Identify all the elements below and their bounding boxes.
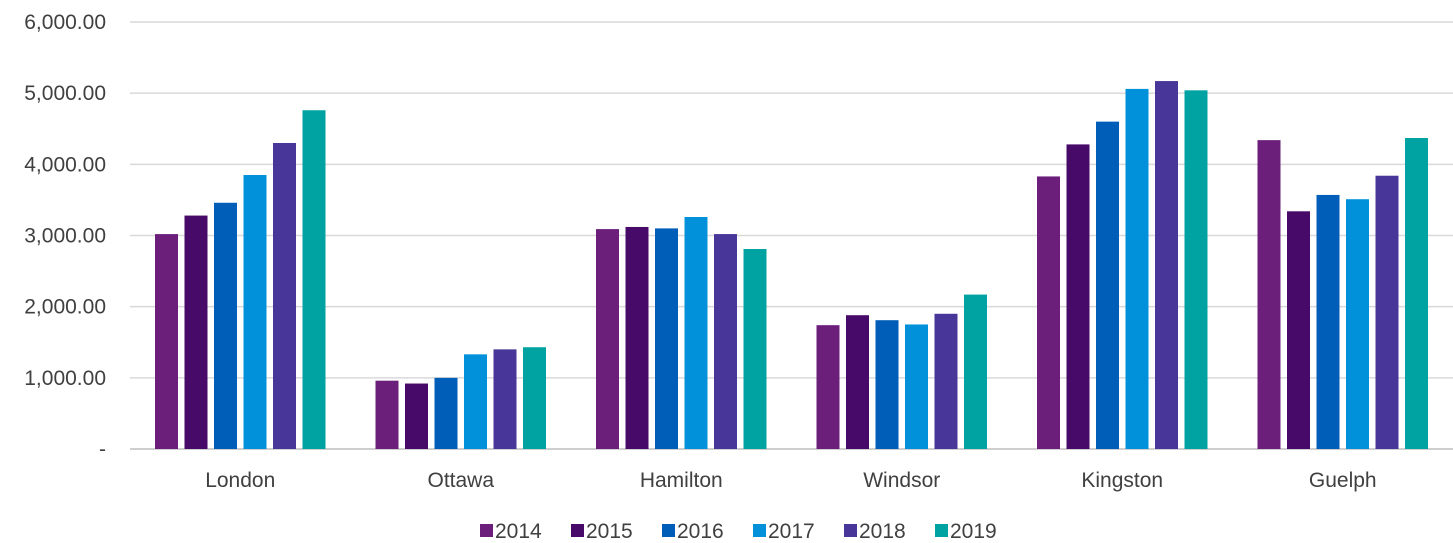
x-category-label: Windsor <box>863 469 940 492</box>
bar-hamilton-2018 <box>714 234 737 449</box>
legend-swatch <box>753 524 766 537</box>
y-tick-label: 4,000.00 <box>24 153 106 176</box>
legend-label: 2018 <box>859 520 906 543</box>
x-axis-category-labels: London Ottawa Hamilton Windsor Kingston Guelp… <box>205 469 1376 492</box>
y-tick-label: 5,000.00 <box>24 82 106 105</box>
legend-swatch <box>662 524 675 537</box>
legend-label: 2016 <box>677 520 724 543</box>
legend-swatch <box>571 524 584 537</box>
bar-london-2017 <box>243 175 267 449</box>
bar-windsor-2014 <box>816 325 840 449</box>
bar-windsor-2015 <box>846 315 869 449</box>
bar-ottawa-2014 <box>375 380 399 449</box>
bar-london-2019 <box>302 110 326 449</box>
bar-ottawa-2019 <box>523 347 546 449</box>
bar-hamilton-2015 <box>625 226 649 449</box>
bar-ottawa-2017 <box>464 354 487 449</box>
y-tick-label: 2,000.00 <box>24 296 106 319</box>
y-tick-label: 3,000.00 <box>24 225 106 248</box>
legend-swatch <box>844 524 857 537</box>
bar-hamilton-2017 <box>684 216 708 449</box>
bar-kingston-2015 <box>1066 144 1090 449</box>
bar-kingston-2018 <box>1155 81 1178 450</box>
x-category-label: Kingston <box>1081 469 1163 492</box>
y-tick-label: - <box>99 438 106 461</box>
legend-label: 2014 <box>495 520 542 543</box>
bar-guelph-2019 <box>1405 138 1428 450</box>
y-tick-label: 6,000.00 <box>24 11 106 34</box>
bar-hamilton-2014 <box>596 229 619 449</box>
bar-ottawa-2015 <box>405 383 428 449</box>
bar-kingston-2017 <box>1125 88 1149 449</box>
x-category-label: Guelph <box>1309 469 1377 492</box>
bar-windsor-2016 <box>875 320 899 449</box>
bar-guelph-2018 <box>1375 175 1399 449</box>
bar-guelph-2014 <box>1257 140 1281 450</box>
bar-guelph-2015 <box>1287 211 1310 449</box>
legend-swatch <box>480 524 493 537</box>
y-axis-tick-labels: - 1,000.00 2,000.00 3,000.00 4,000.00 5,000.0… <box>24 11 106 461</box>
bar-hamilton-2016 <box>655 228 678 449</box>
bar-ottawa-2018 <box>493 349 517 449</box>
bar-windsor-2018 <box>934 313 958 449</box>
bar-ottawa-2016 <box>434 377 458 449</box>
bar-kingston-2014 <box>1037 176 1060 449</box>
legend: 2014 2015 2016 2017 2018 2019 <box>480 520 997 543</box>
x-category-label: Hamilton <box>640 469 723 492</box>
gridlines <box>130 21 1453 450</box>
bar-guelph-2016 <box>1316 194 1340 449</box>
bar-london-2016 <box>214 202 237 449</box>
legend-label: 2019 <box>950 520 997 543</box>
legend-label: 2015 <box>586 520 633 543</box>
bars <box>155 81 1428 450</box>
legend-label: 2017 <box>768 520 815 543</box>
bar-guelph-2017 <box>1346 199 1369 449</box>
bar-windsor-2019 <box>964 294 987 449</box>
bar-kingston-2019 <box>1184 90 1208 449</box>
bar-kingston-2016 <box>1096 121 1119 449</box>
legend-swatch <box>935 524 948 537</box>
bar-london-2015 <box>184 215 208 449</box>
y-tick-label: 1,000.00 <box>24 367 106 390</box>
x-category-label: Ottawa <box>427 469 494 492</box>
bar-london-2018 <box>273 142 296 449</box>
bar-london-2014 <box>155 234 178 449</box>
bar-hamilton-2019 <box>743 249 767 449</box>
x-category-label: London <box>205 469 275 492</box>
bar-windsor-2017 <box>905 324 928 449</box>
